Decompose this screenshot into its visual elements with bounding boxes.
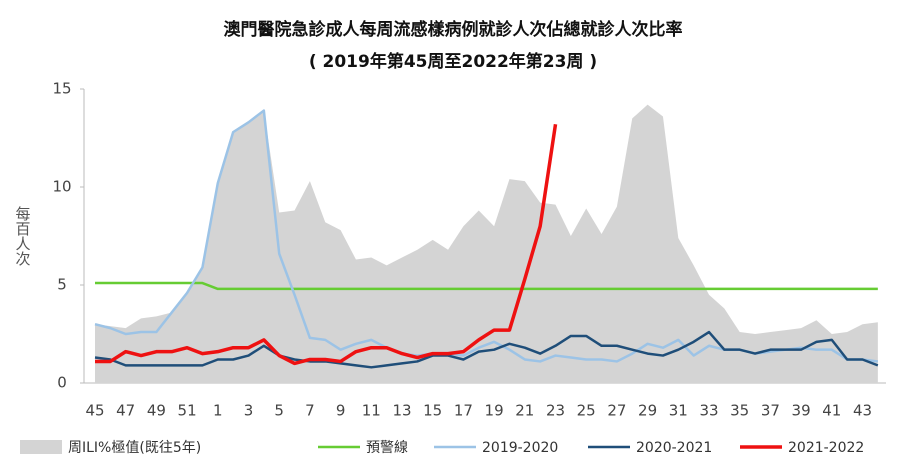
y-axis-label: 每百人次 — [14, 206, 32, 266]
legend-label: 2019-2020 — [482, 440, 558, 456]
x-tick-label: 7 — [305, 402, 315, 420]
legend-label: 2020-2021 — [636, 440, 712, 456]
x-tick-label: 49 — [147, 402, 166, 420]
line — [95, 281, 878, 291]
x-tick-label: 45 — [85, 402, 104, 420]
x-tick-label: 37 — [761, 402, 780, 420]
x-tick-label: 29 — [638, 402, 657, 420]
y-tick-label: 15 — [52, 80, 71, 98]
y-tick-label: 10 — [52, 178, 71, 196]
x-tick-label: 5 — [274, 402, 284, 420]
legend: 周ILI%極值(既往5年) 預警線 2019-2020 2020-2021 2021-2… — [20, 440, 864, 456]
x-tick-label: 51 — [178, 402, 197, 420]
x-tick-label: 39 — [792, 402, 811, 420]
x-tick-label: 47 — [116, 402, 135, 420]
x-tick-label: 41 — [822, 402, 841, 420]
x-tick-label: 9 — [336, 402, 346, 420]
legend-label: 2021-2022 — [788, 440, 864, 456]
y-tick-label: 0 — [57, 374, 67, 392]
x-tick-label: 23 — [546, 402, 565, 420]
line — [95, 124, 558, 366]
x-tick-label: 15 — [423, 402, 442, 420]
x-tick-label: 1 — [213, 402, 223, 420]
x-tick-label: 13 — [392, 402, 411, 420]
area — [95, 104, 878, 384]
x-tick-label: 33 — [699, 402, 718, 420]
x-tick-label: 27 — [607, 402, 626, 420]
x-tick-label: 35 — [730, 402, 749, 420]
x-tick-label: 21 — [515, 402, 534, 420]
x-tick-label: 17 — [454, 402, 473, 420]
chart-title: 澳門醫院急診成人每周流感樣病例就診人次佔總就診人次比率 — [224, 19, 683, 40]
x-tick-label: 25 — [577, 402, 596, 420]
line — [94, 330, 879, 369]
legend-swatch — [20, 440, 62, 454]
x-tick-label: 31 — [669, 402, 688, 420]
legend-label: 周ILI%極值(既往5年) — [68, 440, 201, 456]
y-tick-label: 5 — [57, 276, 67, 294]
legend-label: 預警線 — [366, 440, 408, 456]
x-tick-label: 43 — [853, 402, 872, 420]
x-tick-label: 19 — [485, 402, 504, 420]
chart-subtitle: ( 2019年第45周至2022年第23周 ) — [309, 51, 597, 72]
x-tick-label: 3 — [244, 402, 254, 420]
x-tick-label: 11 — [362, 402, 381, 420]
